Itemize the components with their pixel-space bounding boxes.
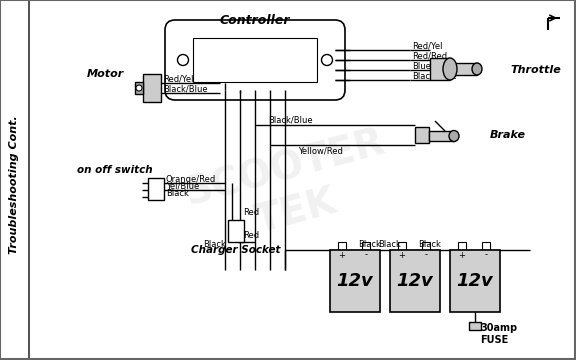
- Bar: [482, 242, 490, 250]
- Text: Throttle: Throttle: [510, 65, 561, 75]
- Bar: [28, 0, 30, 360]
- Text: 30amp
FUSE: 30amp FUSE: [480, 323, 517, 345]
- Text: +: +: [458, 251, 465, 260]
- Bar: [390, 250, 440, 312]
- Text: Orange/Red: Orange/Red: [166, 175, 216, 184]
- Text: Brake: Brake: [490, 130, 526, 140]
- Bar: [148, 178, 164, 200]
- Bar: [362, 242, 370, 250]
- FancyBboxPatch shape: [165, 20, 345, 100]
- Text: -: -: [484, 251, 487, 260]
- Text: Controller: Controller: [220, 14, 290, 27]
- Bar: [458, 242, 466, 250]
- Bar: [450, 250, 500, 312]
- Text: Black: Black: [419, 239, 441, 248]
- Ellipse shape: [449, 131, 459, 141]
- Text: Red/Red: Red/Red: [412, 51, 447, 60]
- Bar: [398, 242, 406, 250]
- Text: 12v: 12v: [457, 272, 494, 290]
- Text: 12v: 12v: [397, 272, 433, 290]
- Text: Charger Socket: Charger Socket: [191, 245, 281, 255]
- Bar: [338, 242, 346, 250]
- Bar: [422, 242, 430, 250]
- Circle shape: [177, 54, 188, 66]
- Text: on off switch: on off switch: [77, 165, 153, 175]
- Bar: [193, 38, 317, 82]
- Text: Black: Black: [166, 189, 189, 198]
- Text: Red/Yel: Red/Yel: [163, 75, 194, 84]
- Bar: [228, 220, 244, 242]
- Text: Red: Red: [243, 230, 259, 239]
- Text: -: -: [365, 251, 367, 260]
- Text: Motor: Motor: [86, 69, 124, 79]
- Text: Black: Black: [359, 239, 381, 248]
- Text: Yellow/Red: Yellow/Red: [298, 147, 343, 156]
- Text: Black: Black: [203, 239, 226, 248]
- Text: +: +: [399, 251, 406, 260]
- Bar: [135, 82, 143, 94]
- Bar: [452, 63, 477, 75]
- Bar: [330, 250, 380, 312]
- Bar: [143, 74, 161, 102]
- Text: Troubleshooting Cont.: Troubleshooting Cont.: [9, 116, 19, 255]
- Text: -: -: [425, 251, 427, 260]
- Bar: [415, 127, 429, 143]
- Text: +: +: [339, 251, 346, 260]
- Text: Red/Yel: Red/Yel: [412, 41, 442, 50]
- Text: Yel/Blue: Yel/Blue: [166, 181, 199, 190]
- Text: 12v: 12v: [336, 272, 373, 290]
- Text: Black/Blue: Black/Blue: [163, 85, 207, 94]
- Text: Black: Black: [378, 239, 401, 248]
- Ellipse shape: [472, 63, 482, 75]
- Text: Black/Blue: Black/Blue: [412, 72, 457, 81]
- Bar: [430, 58, 450, 80]
- Text: Blue/Green: Blue/Green: [412, 62, 460, 71]
- Circle shape: [136, 85, 142, 91]
- Bar: [469, 322, 481, 330]
- Text: Red: Red: [243, 207, 259, 216]
- Circle shape: [321, 54, 332, 66]
- Text: Black/Blue: Black/Blue: [268, 116, 312, 125]
- Ellipse shape: [443, 58, 457, 80]
- Bar: [429, 131, 454, 141]
- Text: SCOOTER
TEK: SCOOTER TEK: [180, 124, 400, 256]
